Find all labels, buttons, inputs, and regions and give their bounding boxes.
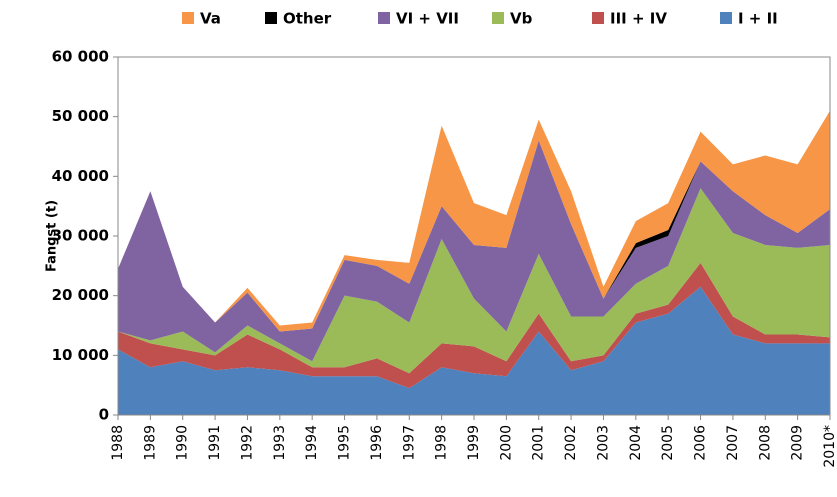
area — [118, 140, 830, 362]
x-tick-label: 2010* — [822, 425, 837, 468]
y-tick-label: 20 000 — [52, 286, 109, 304]
x-tick-label: 1999 — [466, 425, 482, 461]
x-tick-label: 2001 — [531, 425, 547, 461]
x-tick-label: 1989 — [142, 425, 158, 461]
x-tick-label: 2007 — [725, 425, 741, 461]
x-tick-label: 2002 — [563, 425, 579, 461]
x-tick-label: 1991 — [207, 425, 223, 461]
y-tick-label: 60 000 — [52, 48, 109, 66]
x-tick-label: 1993 — [272, 425, 288, 461]
area — [118, 286, 830, 415]
y-tick-label: 0 — [99, 406, 109, 424]
x-tick-label: 2000 — [498, 425, 514, 461]
x-tick-label: 1997 — [401, 425, 417, 461]
legend-label: Other — [283, 10, 332, 28]
legend-label: I + II — [738, 10, 778, 28]
legend-label: Va — [200, 10, 221, 28]
legend-swatch — [720, 12, 732, 24]
x-tick-label: 2009 — [790, 425, 806, 461]
x-tick-label: 1988 — [110, 425, 126, 461]
x-tick-label: 1990 — [175, 425, 191, 461]
legend-swatch — [592, 12, 604, 24]
y-tick-label: 50 000 — [52, 107, 109, 125]
x-tick-label: 2005 — [660, 425, 676, 461]
x-tick-label: 2006 — [693, 425, 709, 461]
y-tick-label: 30 000 — [52, 227, 109, 245]
legend-swatch — [378, 12, 390, 24]
x-tick-label: 1996 — [369, 425, 385, 461]
legend-label: Vb — [510, 10, 533, 28]
legend-label: III + IV — [610, 10, 667, 28]
area — [118, 262, 830, 389]
x-tick-label: 1995 — [337, 425, 353, 461]
legend-swatch — [492, 12, 504, 24]
x-tick-label: 1998 — [434, 425, 450, 461]
x-tick-label: 1994 — [304, 425, 320, 461]
legend-label: VI + VII — [396, 10, 459, 28]
x-tick-label: 2004 — [628, 425, 644, 461]
legend-swatch — [182, 12, 194, 24]
x-tick-label: 2003 — [595, 425, 611, 461]
x-tick-label: 2008 — [757, 425, 773, 461]
area — [118, 110, 830, 332]
legend-swatch — [265, 12, 277, 24]
area — [118, 188, 830, 374]
y-tick-label: 10 000 — [52, 346, 109, 364]
y-tick-label: 40 000 — [52, 167, 109, 185]
x-tick-label: 1992 — [239, 425, 255, 461]
y-axis-label: Fangst (t) — [45, 200, 60, 272]
